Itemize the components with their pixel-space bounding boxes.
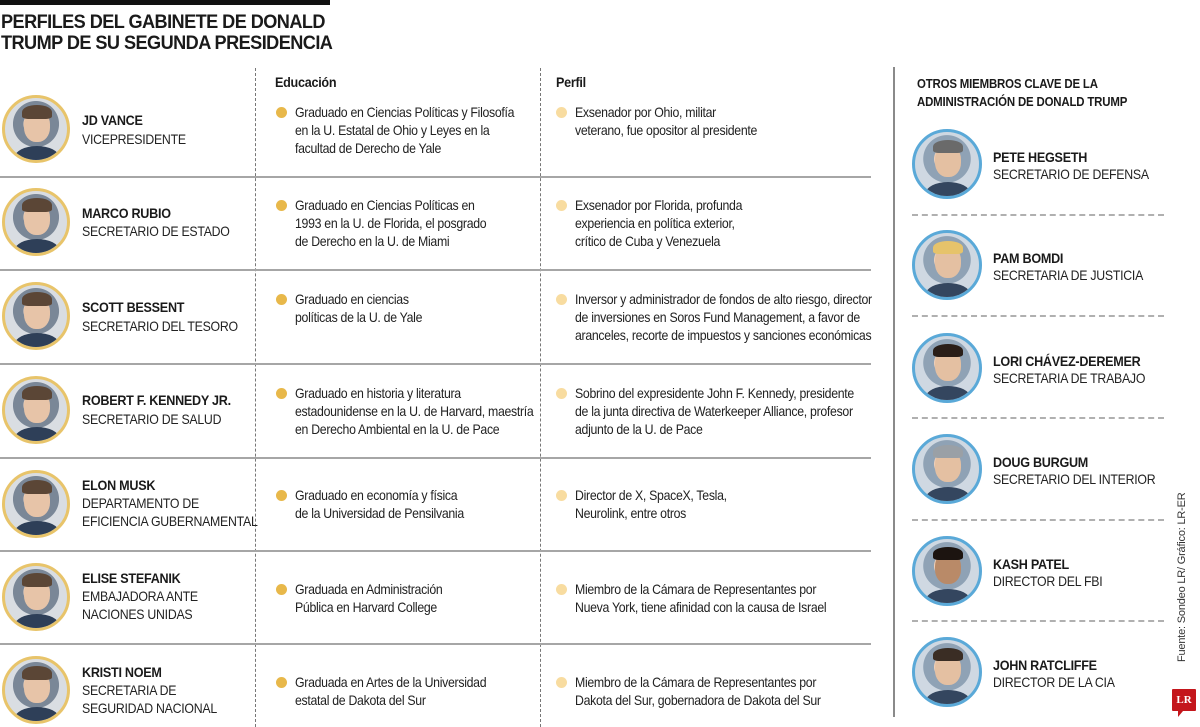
member-role: SECRETARIO DEL INTERIOR: [993, 471, 1156, 487]
row-divider: [0, 643, 871, 645]
side-member-patel: KASH PATEL DIRECTOR DEL FBI: [912, 536, 1172, 610]
education-bullet-icon: [276, 200, 287, 211]
side-member-chavez-deremer: LORI CHÁVEZ-DEREMER SECRETARIA DE TRABAJ…: [912, 333, 1172, 407]
side-member-hegseth: PETE HEGSETH SECRETARIO DE DEFENSA: [912, 129, 1172, 203]
member-role: DIRECTOR DEL FBI: [993, 573, 1103, 589]
avatar-john-ratcliffe: [912, 637, 982, 707]
person-role: SECRETARIO DE ESTADO: [82, 223, 230, 239]
side-panel-divider: [893, 67, 895, 717]
person-name: ELISE STEFANIK: [82, 570, 181, 586]
person-role: SECRETARIO DE SALUD: [82, 411, 222, 427]
avatar-pam-bomdi: [912, 230, 982, 300]
title-rule: [0, 0, 330, 5]
profile-bullet-icon: [556, 294, 567, 305]
profile-text: Exsenador por Ohio, militar veterano, fu…: [575, 104, 758, 139]
avatar-lori-chavez-deremer: [912, 333, 982, 403]
member-name: PAM BOMDI: [993, 250, 1064, 266]
profile-bullet-icon: [556, 107, 567, 118]
profile-text: Exsenador por Florida, profunda experien…: [575, 197, 743, 250]
member-name: KASH PATEL: [993, 556, 1069, 572]
education-bullet-icon: [276, 388, 287, 399]
education-text: Graduado en historia y literatura estado…: [295, 385, 534, 438]
person-name: MARCO RUBIO: [82, 205, 171, 221]
side-member-burgum: DOUG BURGUM SECRETARIO DEL INTERIOR: [912, 434, 1172, 508]
education-text: Graduado en Ciencias Políticas en 1993 e…: [295, 197, 487, 250]
person-role: DEPARTAMENTO DE EFICIENCIA GUBERNAMENTAL: [82, 495, 258, 529]
profile-bullet-icon: [556, 584, 567, 595]
column-divider-profile: [540, 68, 541, 727]
education-bullet-icon: [276, 584, 287, 595]
page-title: PERFILES DEL GABINETE DE DONALD TRUMP DE…: [1, 11, 333, 54]
side-member-bomdi: PAM BOMDI SECRETARIA DE JUSTICIA: [912, 230, 1172, 304]
person-role: EMBAJADORA ANTE NACIONES UNIDAS: [82, 588, 198, 622]
avatar-doug-burgum: [912, 434, 982, 504]
column-divider-education: [255, 68, 256, 727]
avatar-jd-vance: [2, 95, 70, 163]
person-name: ELON MUSK: [82, 477, 156, 493]
avatar-pete-hegseth: [912, 129, 982, 199]
avatar-kash-patel: [912, 536, 982, 606]
education-text: Graduado en Ciencias Políticas y Filosof…: [295, 104, 515, 157]
row-divider: [0, 269, 871, 271]
profile-text: Miembro de la Cámara de Representantes p…: [575, 581, 827, 616]
person-name: JD VANCE: [82, 112, 143, 128]
row-divider: [0, 457, 871, 459]
member-name: LORI CHÁVEZ-DEREMER: [993, 353, 1141, 369]
profile-text: Director de X, SpaceX, Tesla, Neurolink,…: [575, 487, 727, 522]
profile-bullet-icon: [556, 677, 567, 688]
education-bullet-icon: [276, 490, 287, 501]
member-divider: [912, 519, 1164, 521]
member-name: PETE HEGSETH: [993, 149, 1088, 165]
member-divider: [912, 417, 1164, 419]
person-name: SCOTT BESSENT: [82, 299, 185, 315]
member-divider: [912, 620, 1164, 622]
education-text: Graduado en ciencias políticas de la U. …: [295, 291, 423, 326]
avatar-marco-rubio: [2, 188, 70, 256]
row-divider: [0, 550, 871, 552]
row-divider: [0, 176, 871, 178]
row-divider: [0, 363, 871, 365]
education-text: Graduado en economía y física de la Univ…: [295, 487, 464, 522]
education-bullet-icon: [276, 677, 287, 688]
education-bullet-icon: [276, 294, 287, 305]
member-name: DOUG BURGUM: [993, 454, 1089, 470]
avatar-elise-stefanik: [2, 563, 70, 631]
avatar-scott-bessent: [2, 282, 70, 350]
column-header-profile: Perfil: [556, 74, 586, 90]
member-role: SECRETARIO DE DEFENSA: [993, 166, 1149, 182]
education-bullet-icon: [276, 107, 287, 118]
side-panel-title: OTROS MIEMBROS CLAVE DE LA ADMINISTRACIÓ…: [917, 76, 1128, 109]
member-divider: [912, 214, 1164, 216]
avatar-robert-kennedy: [2, 376, 70, 444]
side-member-ratcliffe: JOHN RATCLIFFE DIRECTOR DE LA CIA: [912, 637, 1172, 711]
member-role: DIRECTOR DE LA CIA: [993, 674, 1115, 690]
lr-logo-icon: LR: [1172, 689, 1196, 717]
profile-text: Sobrino del expresidente John F. Kennedy…: [575, 385, 854, 438]
source-credit: Fuente: Sondeo LR/ Gráfico: LR-ER: [1176, 492, 1188, 663]
person-role: SECRETARIA DE SEGURIDAD NACIONAL: [82, 682, 217, 716]
profile-bullet-icon: [556, 200, 567, 211]
profile-text: Inversor y administrador de fondos de al…: [575, 291, 872, 344]
avatar-elon-musk: [2, 470, 70, 538]
profile-bullet-icon: [556, 490, 567, 501]
education-text: Graduada en Administración Pública en Ha…: [295, 581, 443, 616]
member-role: SECRETARIA DE JUSTICIA: [993, 267, 1144, 283]
person-role: VICEPRESIDENTE: [82, 131, 186, 147]
avatar-kristi-noem: [2, 656, 70, 724]
column-header-education: Educación: [275, 74, 337, 90]
person-name: KRISTI NOEM: [82, 664, 162, 680]
person-role: SECRETARIO DEL TESORO: [82, 318, 238, 334]
education-text: Graduada en Artes de la Universidad esta…: [295, 674, 487, 709]
member-role: SECRETARIA DE TRABAJO: [993, 370, 1146, 386]
member-name: JOHN RATCLIFFE: [993, 657, 1097, 673]
profile-text: Miembro de la Cámara de Representantes p…: [575, 674, 821, 709]
profile-bullet-icon: [556, 388, 567, 399]
person-name: ROBERT F. KENNEDY JR.: [82, 392, 231, 408]
member-divider: [912, 315, 1164, 317]
